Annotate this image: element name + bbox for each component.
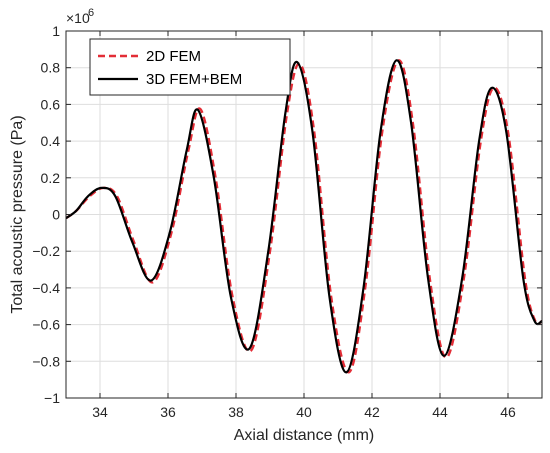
x-tick-label: 42 (364, 404, 380, 420)
y-tick-label: 0.8 (41, 60, 61, 76)
ticks: 34 36 38 40 42 44 46 −1 −0.8 −0.6 −0.4 −0.2 0 0.2 0.4 0… (32, 23, 542, 420)
y-tick-label: 0.4 (41, 133, 61, 149)
y-exponent-power: 6 (88, 7, 94, 19)
y-tick-label: −0.2 (32, 243, 60, 259)
series-layer (66, 59, 542, 374)
y-axis-label: Total acoustic pressure (Pa) (9, 115, 26, 313)
legend-label-2d-fem: 2D FEM (146, 48, 201, 65)
x-tick-label: 40 (296, 404, 312, 420)
legend-box (89, 38, 291, 96)
y-tick-label: −0.8 (32, 353, 60, 369)
x-tick-label: 34 (92, 404, 108, 420)
y-tick-label: −1 (44, 390, 60, 406)
y-tick-label: −0.4 (32, 280, 60, 296)
legend-label-3d-fem-bem: 3D FEM+BEM (146, 71, 242, 88)
y-tick-label: 0 (52, 207, 60, 223)
x-axis-label: Axial distance (mm) (234, 427, 374, 444)
x-tick-label: 44 (432, 404, 448, 420)
legend: 2D FEM 3D FEM+BEM (89, 38, 291, 96)
y-tick-label: 0.6 (41, 96, 61, 112)
y-tick-label: 1 (52, 23, 60, 39)
x-tick-label: 36 (160, 404, 176, 420)
series-2d-fem-line (66, 59, 542, 374)
x-tick-label: 38 (228, 404, 244, 420)
x-tick-label: 46 (500, 404, 516, 420)
y-tick-label: −0.6 (32, 317, 60, 333)
y-exponent-base: ×10 (66, 10, 90, 26)
series-3d-fem-bem-line (66, 59, 542, 374)
y-tick-label: 0.2 (41, 170, 61, 186)
